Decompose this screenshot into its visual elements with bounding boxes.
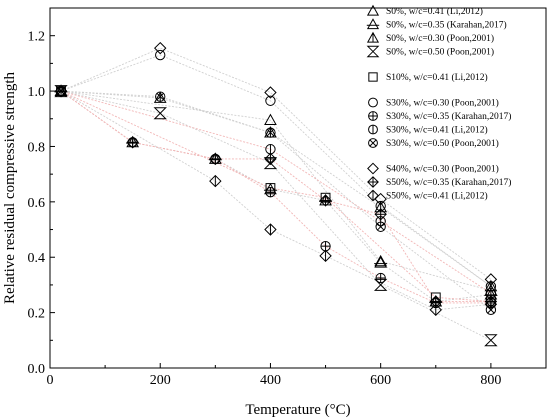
data-point-s9 [155, 91, 166, 102]
data-point-s12 [209, 174, 222, 188]
y-tick-label: 0.4 [28, 251, 46, 266]
legend-label-s5: S10%, w/c=0.41 (Li,2012) [386, 72, 488, 83]
data-point-s12 [54, 84, 68, 98]
legend-label-s4: S0%, w/c=0.50 (Poon,2001) [386, 47, 494, 58]
series-line-s6 [60, 54, 492, 287]
data-point-s4 [153, 107, 167, 120]
data-point-s9 [375, 221, 386, 232]
data-point-s7 [375, 272, 386, 284]
legend-label-s7: S30%, w/c=0.35 (Karahan,2017) [386, 111, 511, 122]
data-point-s8 [265, 144, 276, 155]
series-line-s12 [60, 90, 491, 311]
y-tick-label: 0.6 [28, 196, 46, 211]
legend-label-s1: S0%, w/c=0.41 (Li,2012) [386, 6, 483, 17]
legend-marker-s9 [368, 138, 378, 148]
series-line-s1 [60, 90, 492, 291]
legend-marker-s11 [367, 176, 379, 188]
legend-label-s9: S30%, w/c=0.50 (Poon,2001) [386, 138, 499, 149]
x-tick-label: 800 [480, 373, 501, 388]
legend-marker-s1 [366, 4, 380, 16]
series-line-s8 [60, 90, 492, 294]
data-point-s10 [484, 273, 498, 286]
x-tick-label: 0 [47, 373, 54, 388]
legend-marker-s3 [366, 31, 380, 43]
data-point-s11 [264, 152, 277, 166]
data-point-s12 [264, 223, 277, 236]
data-point-s1 [264, 113, 277, 126]
data-point-s12 [319, 249, 332, 263]
data-point-s4 [484, 334, 498, 347]
legend-marker-s2 [366, 18, 380, 30]
data-point-s11 [209, 152, 222, 166]
axis-ticks: 0 200 400 600 800 0.0 0.2 0.4 0.6 0.8 1.0 1.2 [28, 7, 501, 388]
data-point-s4 [373, 278, 388, 291]
y-axis-title: Relative residual compressive strength [2, 71, 18, 304]
data-point-s4 [263, 157, 278, 170]
y-tick-label: 0.0 [28, 362, 46, 377]
series-markers [54, 41, 498, 347]
data-point-s7 [320, 240, 331, 252]
data-point-s2 [374, 256, 388, 268]
x-tick-label: 200 [150, 373, 171, 388]
y-tick-label: 1.0 [28, 85, 46, 100]
legend-label-s12: S50%, w/c=0.41 (Li,2012) [386, 191, 488, 202]
series-line-s11 [60, 90, 491, 302]
data-point-s9 [265, 127, 276, 138]
y-tick-label: 0.8 [28, 140, 46, 155]
data-point-s3 [153, 91, 167, 103]
legend-marker-s6 [368, 97, 378, 108]
data-point-s10 [154, 41, 167, 55]
data-point-s6 [265, 95, 276, 106]
legend-label-s10: S40%, w/c=0.30 (Poon,2001) [386, 164, 499, 175]
plot-area-frame [49, 7, 547, 369]
legend-label-s11: S50%, w/c=0.35 (Karahan,2017) [386, 177, 511, 188]
data-point-s6 [155, 49, 166, 61]
legend-marker-s4 [366, 45, 380, 58]
legend-label-s8: S30%, w/c=0.41 (Li,2012) [386, 125, 488, 136]
legend-marker-s12 [367, 189, 379, 202]
data-point-s11 [126, 136, 139, 149]
legend: S0%, w/c=0.41 (Li,2012) S0%, w/c=0.35 (Ka… [366, 4, 511, 202]
data-point-s7 [265, 186, 276, 198]
data-point-s12 [484, 298, 498, 311]
legend-label-s3: S0%, w/c=0.30 (Poon,2001) [386, 33, 494, 44]
x-tick-label: 400 [260, 373, 281, 388]
data-point-s10 [264, 86, 277, 99]
y-tick-label: 1.2 [28, 30, 46, 45]
data-point-s11 [319, 194, 332, 207]
data-point-s12 [429, 303, 442, 317]
legend-marker-s5 [368, 72, 378, 82]
legend-marker-s8 [368, 124, 378, 135]
legend-marker-s7 [368, 111, 378, 121]
legend-label-s6: S30%, w/c=0.30 (Poon,2001) [386, 98, 499, 109]
legend-marker-s10 [367, 162, 379, 175]
data-point-s1 [374, 254, 388, 267]
y-tick-label: 0.2 [28, 307, 46, 322]
legend-label-s2: S0%, w/c=0.35 (Karahan,2017) [386, 20, 507, 31]
data-point-s11 [374, 208, 387, 221]
x-tick-label: 600 [370, 373, 391, 388]
x-axis-title: Temperature (°C) [245, 402, 350, 418]
series-line-s4 [60, 90, 492, 341]
